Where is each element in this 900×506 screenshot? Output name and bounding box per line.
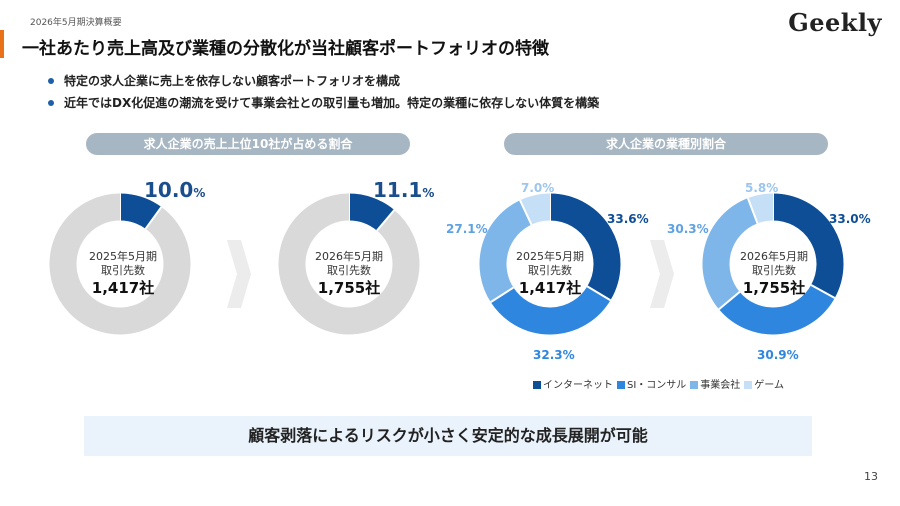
conclusion-banner: 顧客剥落によるリスクが小さく安定的な成長展開が可能 (84, 416, 812, 456)
legend-item: 事業会社 (690, 380, 740, 391)
chevron-right-icon (227, 240, 251, 308)
center-label: 取引先数 (327, 264, 371, 277)
period-label: 2026年5月期 (315, 250, 383, 263)
left-section-title: 求人企業の売上上位10社が占める割合 (86, 133, 410, 155)
legend-label: ゲーム (754, 380, 784, 391)
industry-donut-2026-separator (810, 284, 836, 299)
slice-label-internet: 33.6% (607, 212, 649, 226)
client-count: 1,417社 (518, 279, 582, 297)
center-label: 取引先数 (101, 264, 145, 277)
bullet-list: 特定の求人企業に売上を依存しない顧客ポートフォリオを構成 近年ではDX化促進の潮… (48, 70, 599, 114)
chart-legend: インターネット SI・コンサル 事業会社 ゲーム (533, 376, 788, 391)
client-count: 1,755社 (317, 279, 381, 297)
donut-center-text: 2025年5月期 取引先数 1,417社 (495, 250, 605, 298)
donut-center-text: 2026年5月期 取引先数 1,755社 (719, 250, 829, 298)
top10-donut-2026-slice-1 (278, 193, 420, 335)
slice-label-si: 30.9% (757, 348, 799, 362)
legend-item: インターネット (533, 380, 613, 391)
donut-center-text: 2025年5月期 取引先数 1,417社 (68, 250, 178, 298)
bullet-text: 特定の求人企業に売上を依存しない顧客ポートフォリオを構成 (64, 74, 401, 88)
legend-swatch (744, 381, 753, 389)
industry-donut-2025-separator (519, 199, 533, 226)
legend-label: SI・コンサル (627, 380, 687, 391)
industry-donut-2025-slice-2 (479, 200, 533, 303)
industry-donut-2025-slice-1 (490, 285, 611, 335)
top10-share-label: 10.0% (144, 178, 206, 202)
title-accent-bar (0, 30, 4, 58)
bullet-dot-icon (48, 78, 54, 84)
industry-donut-2026-separator (718, 291, 741, 311)
top10-share-label: 11.1% (373, 178, 435, 202)
slice-label-internet: 33.0% (829, 212, 871, 226)
center-label: 取引先数 (528, 264, 572, 277)
page-number: 13 (864, 470, 878, 483)
top10-donut-2025-slice-0 (119, 193, 162, 230)
industry-donut-2025-separator (490, 286, 514, 303)
top10-donut-2026-separator (376, 209, 396, 232)
industry-donut-2026-separator (746, 197, 759, 224)
bullet-item: 特定の求人企業に売上を依存しない顧客ポートフォリオを構成 (48, 70, 599, 92)
top10-donut-2025-separator (144, 206, 163, 230)
center-label: 取引先数 (752, 264, 796, 277)
top10-donut-2026-slice-0 (348, 193, 395, 232)
industry-donut-2026-slice-2 (702, 198, 759, 310)
right-section-title: 求人企業の業種別割合 (504, 133, 828, 155)
slide-title: 一社あたり売上高及び業種の分散化が当社顧客ポートフォリオの特徴 (22, 39, 549, 59)
slide-subtitle: 2026年5月期決算概要 (30, 18, 122, 28)
company-logo: Geekly (788, 8, 882, 37)
legend-item: ゲーム (744, 380, 784, 391)
bullet-item: 近年ではDX化促進の潮流を受けて事業会社との取引量も増加。特定の業種に依存しない… (48, 92, 599, 114)
industry-donut-2026-slice-1 (718, 284, 835, 335)
period-label: 2026年5月期 (740, 250, 808, 263)
slice-label-company: 27.1% (446, 222, 488, 236)
legend-swatch (617, 381, 625, 389)
legend-swatch (533, 381, 541, 389)
top10-donut-2025-slice-1 (49, 193, 191, 335)
slice-label-game: 5.8% (745, 181, 779, 195)
slice-label-company: 30.3% (667, 222, 709, 236)
slice-label-game: 7.0% (521, 181, 555, 195)
bullet-dot-icon (48, 100, 54, 106)
industry-donut-2026-slice-3 (747, 193, 774, 224)
client-count: 1,755社 (742, 279, 806, 297)
bullet-text: 近年ではDX化促進の潮流を受けて事業会社との取引量も増加。特定の業種に依存しない… (64, 96, 600, 110)
industry-donut-2025-slice-3 (519, 193, 551, 225)
legend-label: インターネット (543, 380, 613, 391)
chevron-right-icon (650, 240, 674, 308)
legend-label: 事業会社 (700, 380, 741, 391)
slice-label-si: 32.3% (533, 348, 575, 362)
legend-swatch (690, 381, 699, 389)
legend-item: SI・コンサル (617, 380, 686, 391)
client-count: 1,417社 (91, 279, 155, 297)
donut-center-text: 2026年5月期 取引先数 1,755社 (294, 250, 404, 298)
industry-donut-2025-separator (586, 285, 611, 302)
period-label: 2025年5月期 (516, 250, 584, 263)
period-label: 2025年5月期 (89, 250, 157, 263)
industry-donut-2026-slice-0 (772, 193, 844, 298)
industry-donut-2025-slice-0 (549, 193, 621, 301)
